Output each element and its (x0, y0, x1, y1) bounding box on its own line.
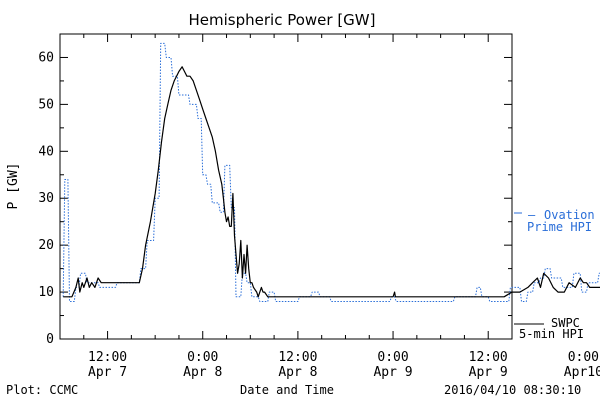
x-tick-time: 0:00 (377, 350, 408, 365)
y-tick-label: 10 (38, 285, 54, 300)
plot-border (59, 33, 513, 340)
legend: – Ovation Prime HPI SWPC 5-min HPI (514, 208, 595, 341)
y-axis-label: P [GW] (6, 163, 21, 210)
y-tick-label: 0 (46, 332, 54, 347)
x-tick-time: 0:00 (568, 350, 599, 365)
x-axis-label: Date and Time (240, 383, 334, 397)
x-tick-date: Apr 8 (183, 365, 222, 380)
series-swpc-line (63, 66, 600, 298)
legend-ovation-label-1: Ovation (544, 208, 595, 222)
y-tick-label: 60 (38, 50, 54, 65)
x-tick-time: 0:00 (187, 350, 218, 365)
x-tick-date: Apr10 (564, 365, 600, 380)
x-tick-date: Apr 9 (469, 365, 508, 380)
plot-area (59, 33, 513, 340)
legend-swpc-label-1: SWPC (551, 316, 580, 330)
x-tick-time: 12:00 (278, 350, 317, 365)
x-tick-date: Apr 7 (88, 365, 127, 380)
x-tick-date: Apr 9 (373, 365, 412, 380)
plot-credit: Plot: CCMC (6, 383, 78, 397)
chart-title: Hemispheric Power [GW] (189, 11, 376, 29)
y-axis: 0 10 20 30 40 50 60 (38, 33, 512, 347)
y-tick-label: 50 (38, 97, 54, 112)
y-tick-label: 40 (38, 144, 54, 159)
y-tick-label: 30 (38, 191, 54, 206)
series-layer (62, 42, 600, 302)
x-tick-date: Apr 8 (278, 365, 317, 380)
plot-timestamp: 2016/04/10 08:30:10 (444, 383, 581, 397)
x-tick-time: 12:00 (469, 350, 508, 365)
legend-swpc-label-2: 5-min HPI (519, 327, 584, 341)
legend-ovation-dash: – (528, 208, 536, 222)
x-tick-time: 12:00 (88, 350, 127, 365)
series-ovation-prime-line (62, 42, 600, 302)
legend-ovation-label-2: Prime HPI (527, 220, 592, 234)
y-tick-label: 20 (38, 238, 54, 253)
